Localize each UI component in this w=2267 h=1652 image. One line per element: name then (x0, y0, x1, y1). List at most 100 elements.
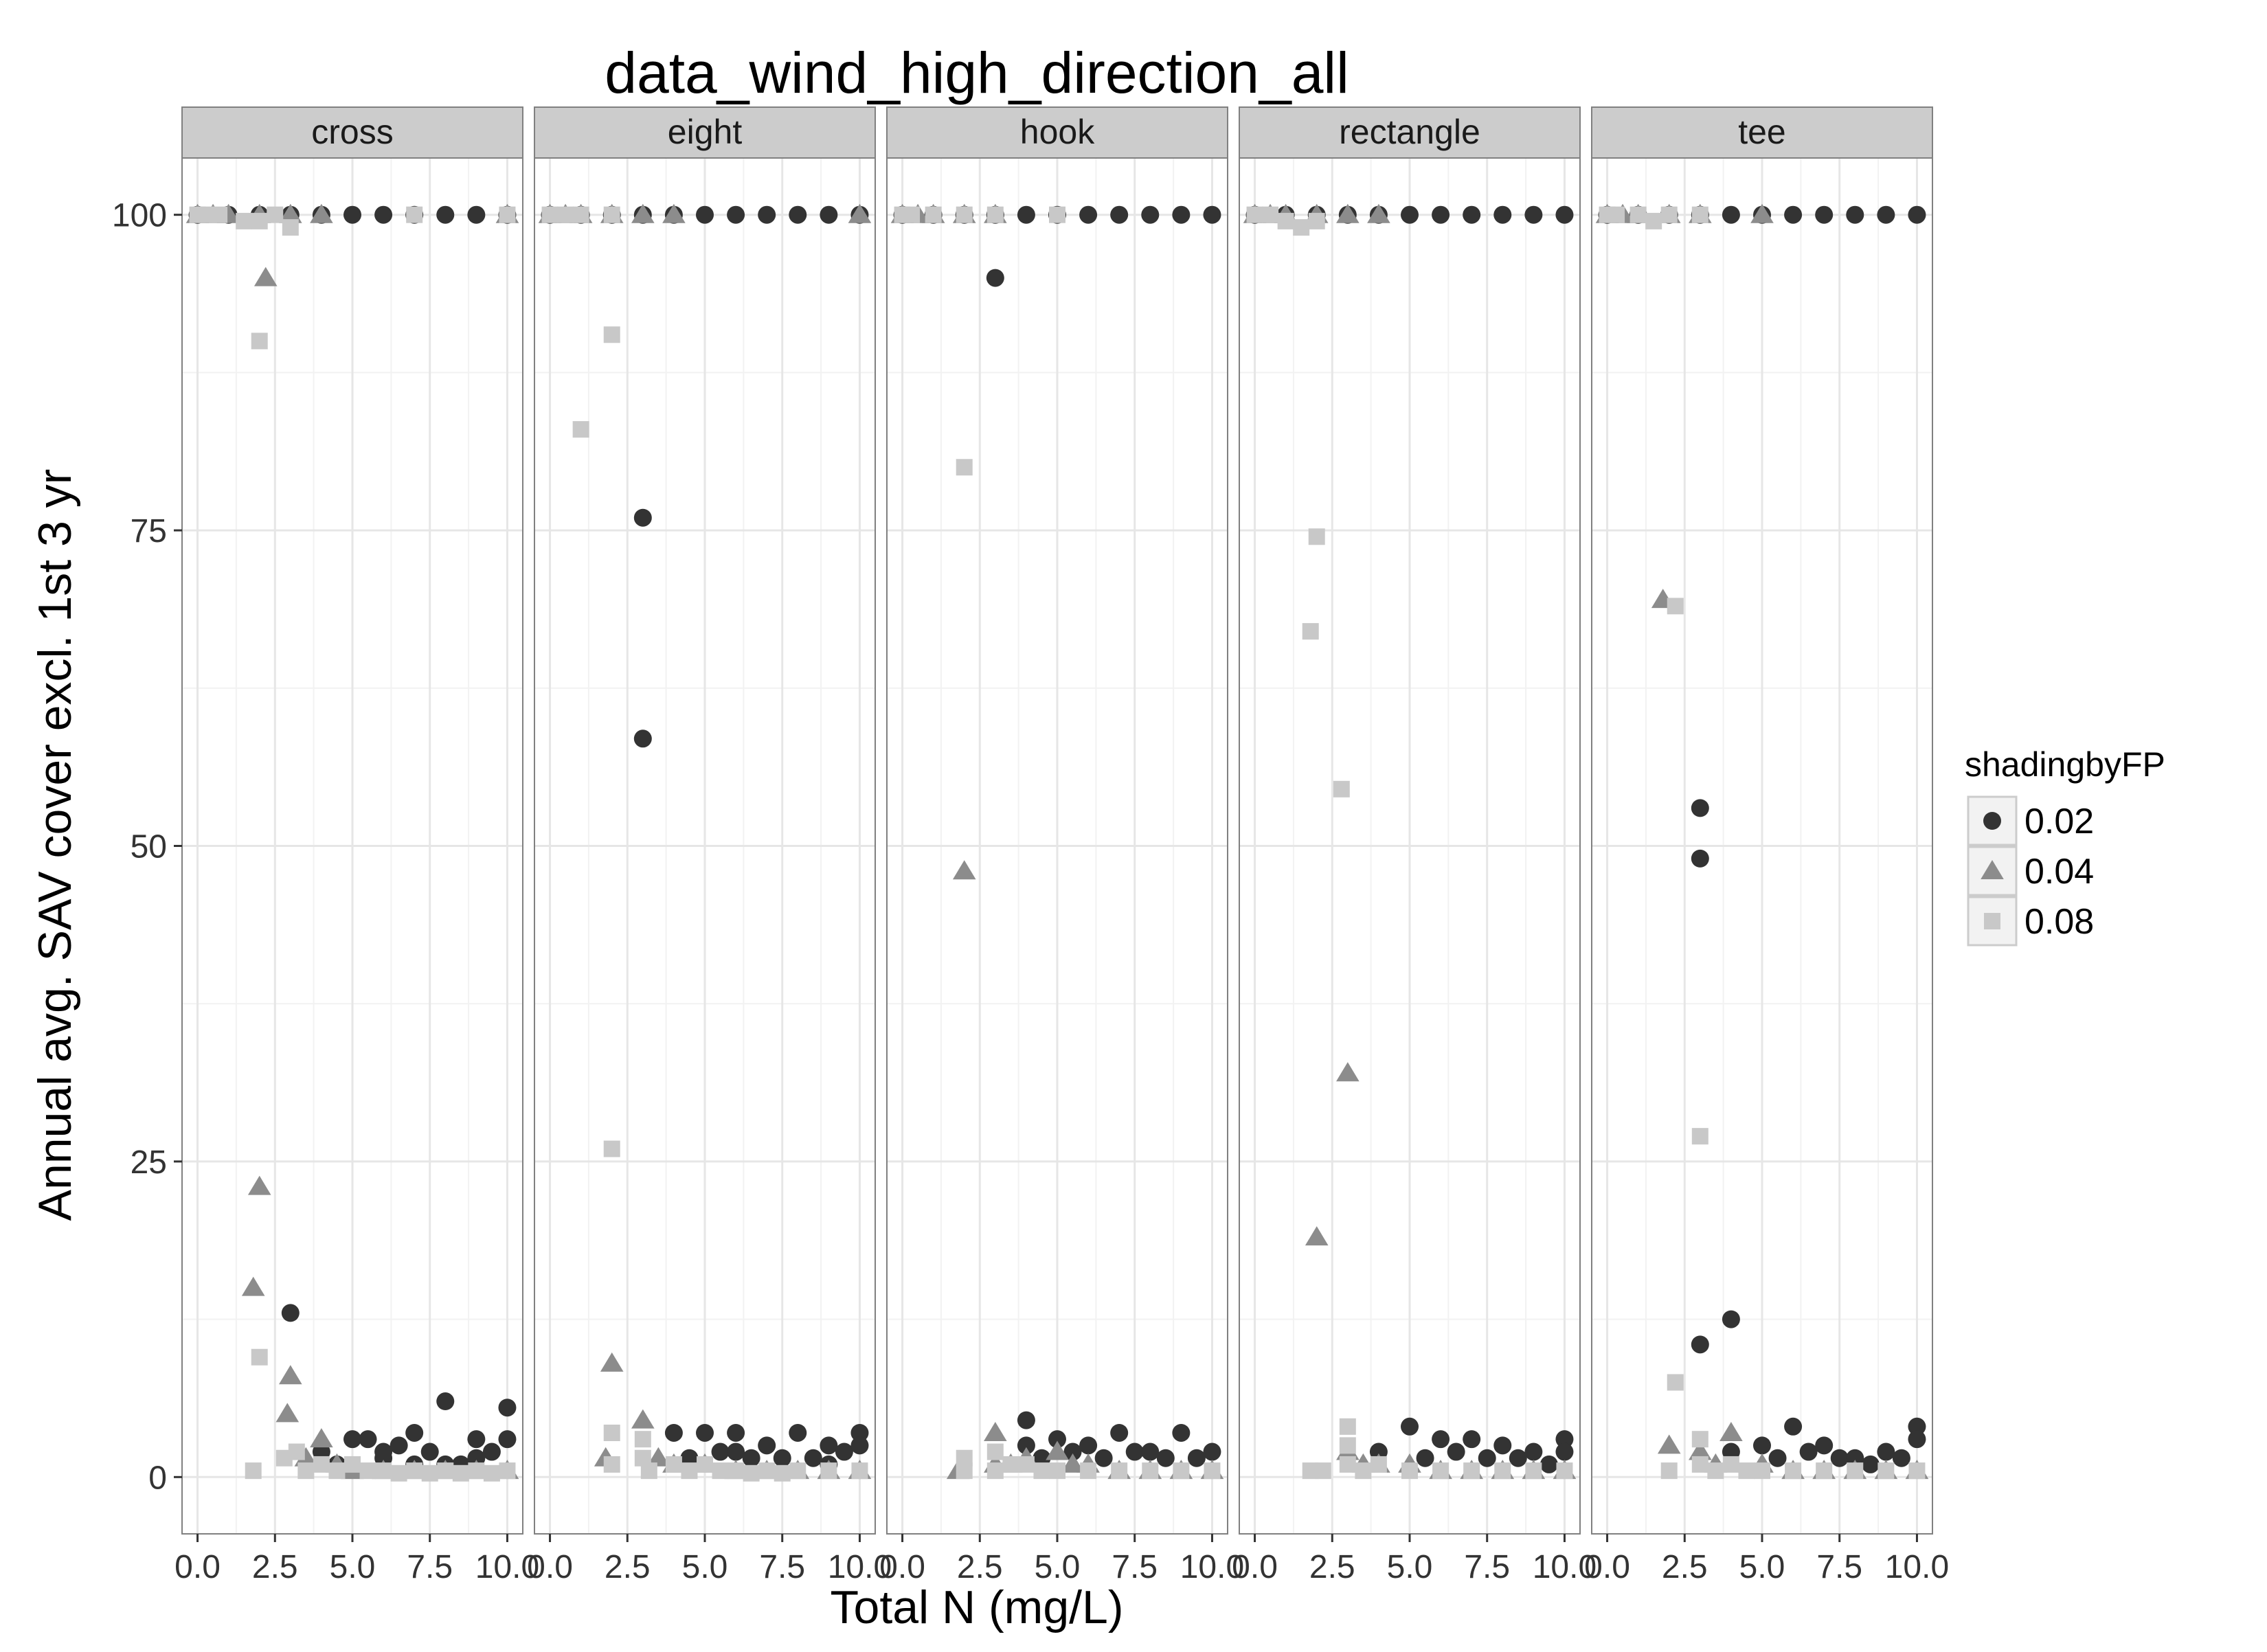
data-point (1203, 1442, 1221, 1461)
data-point (789, 1462, 807, 1480)
data-point (603, 206, 620, 223)
data-point (728, 1462, 745, 1480)
data-point (727, 1423, 745, 1442)
legend-entry-0.02: 0.02 (1967, 795, 2094, 846)
x-tick-label: 2.5 (1309, 1549, 1355, 1585)
data-point (1172, 1423, 1191, 1442)
data-point (727, 1442, 745, 1461)
data-point (1753, 1436, 1771, 1455)
data-point (390, 1464, 407, 1482)
data-point (986, 1443, 1004, 1460)
data-point (1754, 1462, 1770, 1480)
data-point (1061, 1453, 1085, 1473)
data-point (1262, 206, 1279, 223)
data-point (468, 1462, 485, 1480)
data-point (467, 205, 486, 224)
data-point (1432, 1430, 1450, 1449)
data-point (986, 1462, 1004, 1480)
data-point (482, 1442, 501, 1461)
data-point (634, 1431, 651, 1448)
data-point (1002, 1456, 1019, 1473)
data-point (310, 203, 333, 223)
data-point (1768, 1449, 1787, 1467)
data-point (633, 508, 652, 527)
data-point (1401, 1417, 1419, 1436)
facet-strip (181, 106, 523, 159)
data-point (952, 860, 976, 880)
data-point (437, 1462, 454, 1480)
data-point (1815, 1436, 1834, 1455)
x-tick-label: 0.0 (1232, 1549, 1278, 1585)
legend-marker (1984, 913, 2000, 929)
data-point (631, 203, 655, 223)
data-point (1277, 212, 1294, 229)
x-tick-label: 7.5 (1112, 1549, 1158, 1585)
data-point (1722, 1310, 1740, 1328)
x-tick-label: 2.5 (957, 1549, 1003, 1585)
data-point (1017, 1411, 1035, 1429)
data-point (1478, 1449, 1496, 1467)
data-point (1336, 203, 1360, 223)
data-point (1667, 1374, 1684, 1391)
data-point (1525, 1462, 1542, 1480)
data-point (640, 1462, 657, 1480)
data-point (281, 1304, 300, 1322)
data-point (1629, 206, 1647, 223)
data-point (712, 1462, 729, 1480)
facet-strip-label: rectangle (1339, 113, 1480, 151)
data-point (421, 1464, 438, 1482)
data-point (1691, 1431, 1708, 1448)
x-tick-label: 2.5 (252, 1549, 298, 1585)
data-point (1339, 1418, 1356, 1435)
facet-strip-label: cross (311, 113, 393, 151)
data-point (1707, 1462, 1724, 1480)
data-point (1049, 1462, 1065, 1480)
facet-strip (534, 106, 876, 159)
data-point (282, 219, 299, 236)
data-point (241, 1276, 265, 1296)
y-tick-label: 0 (148, 1460, 167, 1496)
data-point (986, 206, 1004, 223)
data-point (1336, 1062, 1360, 1082)
x-tick-label: 2.5 (605, 1549, 651, 1585)
x-tick-label: 5.0 (330, 1549, 376, 1585)
data-point (279, 1365, 302, 1385)
legend-entry-0.08: 0.08 (1967, 896, 2094, 947)
data-point (1048, 1430, 1066, 1449)
x-tick-label: 5.0 (1035, 1549, 1081, 1585)
data-point (850, 1423, 869, 1442)
data-point (1657, 1434, 1681, 1454)
data-point (406, 1462, 423, 1480)
y-tick-label: 50 (131, 829, 167, 865)
data-point (1645, 212, 1662, 229)
data-point (1339, 1437, 1356, 1454)
data-point (498, 1399, 517, 1417)
x-tick-label: 10.0 (1180, 1549, 1244, 1585)
data-point (236, 212, 253, 229)
data-point (633, 729, 652, 748)
x-tick-label: 7.5 (1816, 1549, 1862, 1585)
data-point (557, 206, 574, 223)
data-point (1308, 212, 1325, 229)
data-point (956, 1462, 973, 1480)
data-point (758, 205, 776, 224)
y-axis-label: Annual avg. SAV cover excl. 1st 3 yr (29, 469, 81, 1221)
data-point (1110, 205, 1129, 224)
data-point (343, 205, 361, 224)
x-tick-label: 5.0 (1739, 1549, 1785, 1585)
data-point (1892, 1449, 1910, 1467)
data-point (1539, 1455, 1558, 1473)
data-point (1447, 1442, 1465, 1461)
data-point (1784, 1417, 1803, 1436)
data-point (374, 205, 393, 224)
data-point (1141, 1442, 1160, 1461)
data-point (1203, 205, 1221, 224)
data-point (774, 1464, 791, 1482)
facet-strip (1239, 106, 1581, 159)
x-tick-label: 2.5 (1662, 1549, 1708, 1585)
data-point (1908, 1430, 1926, 1449)
facets-layer: cross 0.0 2.5 5.0 7.5 10.0 eight 0.0 2.5 5.0 7.5 10… (174, 106, 1949, 1585)
data-point (1691, 799, 1709, 817)
data-point (742, 1449, 760, 1467)
